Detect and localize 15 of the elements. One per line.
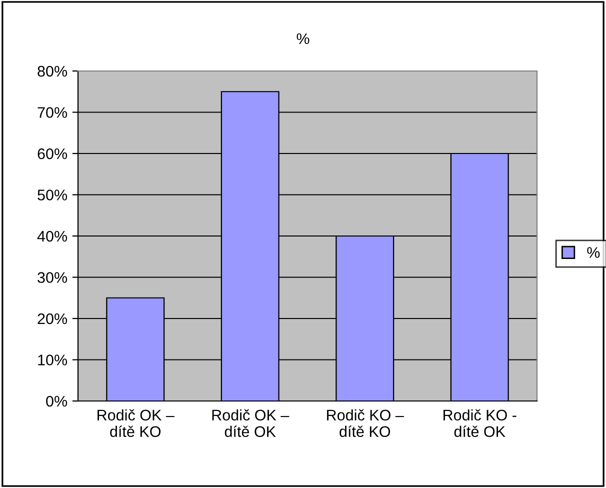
y-tick-label: 20% bbox=[38, 313, 68, 324]
legend-label: % bbox=[587, 247, 600, 258]
x-tick-label: Rodič OK – dítě OK bbox=[212, 409, 290, 438]
chart-title: % bbox=[296, 33, 310, 44]
y-tick-label: 30% bbox=[38, 272, 68, 283]
y-tick-label: 80% bbox=[38, 66, 68, 77]
y-tick-label: 70% bbox=[38, 107, 68, 118]
y-tick-label: 60% bbox=[38, 148, 68, 160]
y-tick-label: 40% bbox=[37, 230, 68, 242]
x-tick-label: Rodič OK – dítě KO bbox=[98, 409, 174, 438]
y-tick-label: 0% bbox=[46, 396, 68, 407]
y-tick-label: 50% bbox=[38, 190, 68, 200]
x-tick-label: Rodič KO – dítě KO bbox=[327, 409, 404, 438]
y-tick-label: 10% bbox=[38, 354, 68, 366]
x-tick-label: Rodič KO - dítě OK bbox=[444, 409, 516, 438]
